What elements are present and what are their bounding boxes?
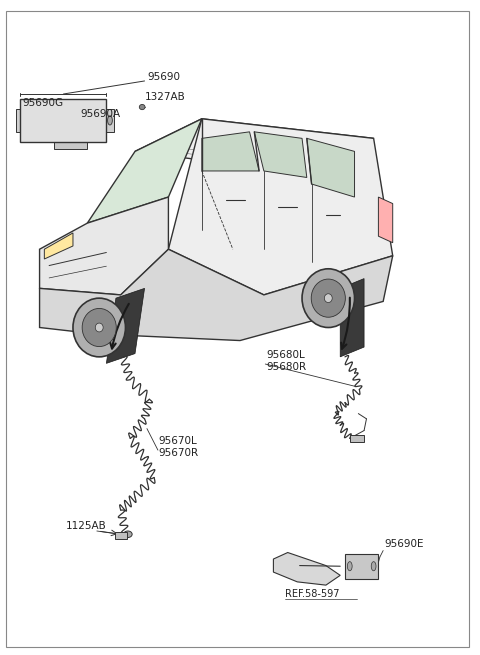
FancyBboxPatch shape (115, 532, 127, 540)
Ellipse shape (348, 561, 352, 571)
Text: 95690: 95690 (147, 72, 180, 83)
Text: 95680R: 95680R (266, 362, 306, 372)
Text: 1125AB: 1125AB (66, 521, 107, 531)
Ellipse shape (324, 293, 332, 303)
FancyBboxPatch shape (350, 435, 364, 441)
Polygon shape (274, 553, 340, 585)
FancyBboxPatch shape (345, 554, 378, 578)
Polygon shape (307, 138, 355, 197)
Polygon shape (39, 250, 393, 341)
Text: 95670L: 95670L (159, 436, 198, 446)
Text: 95690E: 95690E (384, 539, 424, 550)
Ellipse shape (82, 309, 116, 346)
Polygon shape (254, 132, 307, 178)
Text: 1327AB: 1327AB (144, 92, 185, 102)
Ellipse shape (96, 323, 103, 332)
Ellipse shape (123, 531, 132, 538)
Text: REF.58-597: REF.58-597 (285, 590, 340, 599)
Polygon shape (340, 278, 364, 357)
Ellipse shape (311, 279, 345, 317)
Polygon shape (87, 119, 202, 223)
Ellipse shape (73, 298, 125, 357)
Text: 95670R: 95670R (159, 448, 199, 458)
Polygon shape (168, 119, 393, 295)
Polygon shape (16, 109, 21, 132)
Text: 95690G: 95690G (23, 98, 64, 108)
Polygon shape (54, 141, 87, 149)
Polygon shape (378, 197, 393, 243)
Polygon shape (135, 119, 373, 178)
Polygon shape (107, 288, 144, 364)
Ellipse shape (139, 104, 145, 109)
Polygon shape (44, 233, 73, 259)
Polygon shape (107, 109, 114, 132)
Polygon shape (39, 197, 168, 295)
Polygon shape (202, 132, 259, 171)
Text: 95680L: 95680L (266, 350, 305, 360)
Ellipse shape (108, 116, 112, 125)
Ellipse shape (302, 269, 355, 328)
Text: 95690A: 95690A (80, 109, 120, 119)
Ellipse shape (371, 561, 376, 571)
FancyBboxPatch shape (21, 99, 107, 141)
